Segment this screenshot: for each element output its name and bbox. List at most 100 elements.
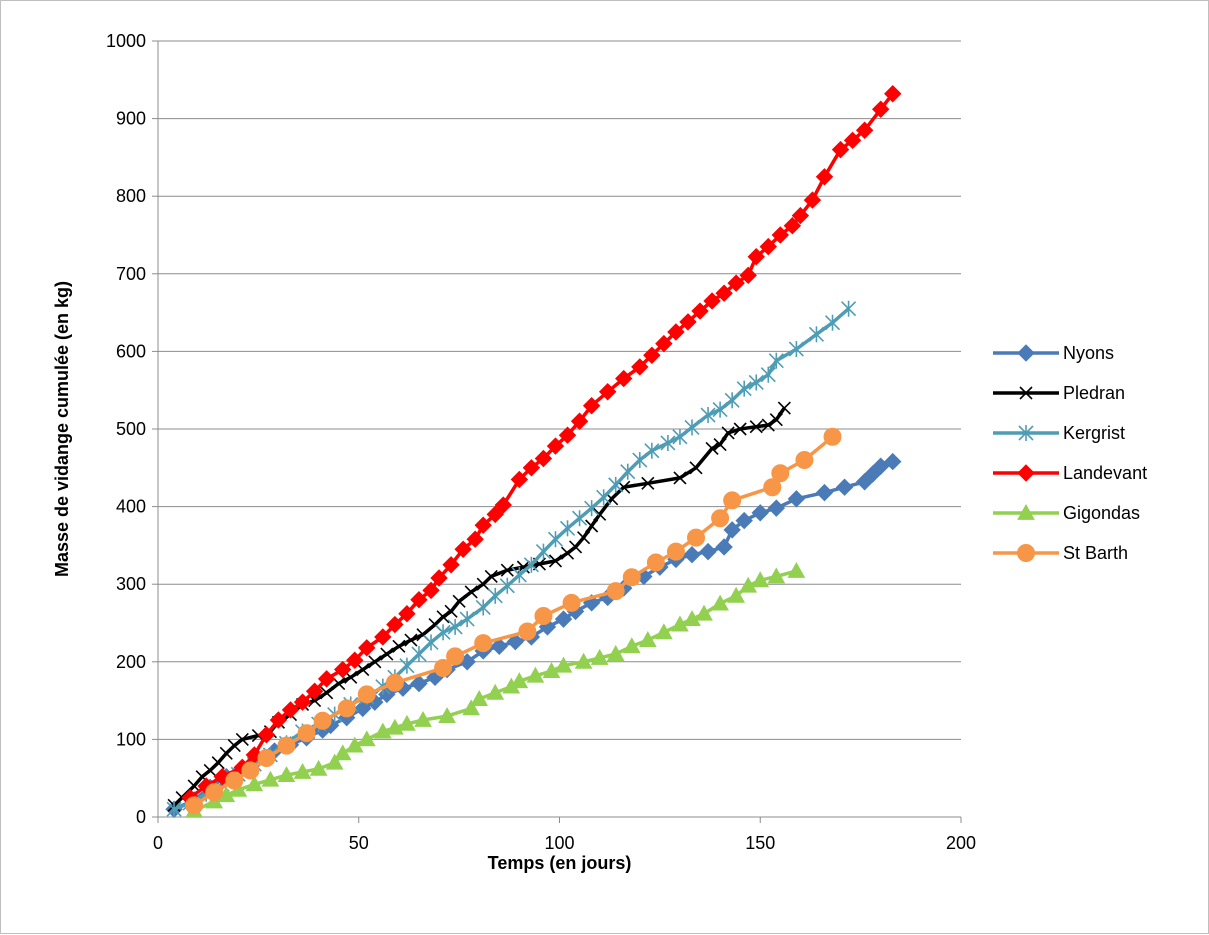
data-point-pledran [484, 569, 498, 584]
data-point-kergrist [166, 801, 182, 818]
data-point-kergrist [620, 463, 636, 480]
data-point-gigondas [711, 594, 729, 611]
data-point-pledran [721, 426, 735, 440]
data-point-pledran [404, 633, 418, 647]
legend-label: Landevant [1063, 463, 1147, 483]
data-point-landevant [691, 302, 709, 320]
data-point-pledran [777, 401, 791, 415]
legend-label: Pledran [1063, 383, 1125, 403]
data-point-st-barth [646, 553, 665, 572]
data-point-nyons [490, 637, 508, 655]
legend-label: Gigondas [1063, 503, 1140, 523]
y-tick-label: 0 [136, 807, 146, 827]
data-point-kergrist [768, 352, 784, 369]
data-point-st-barth [771, 464, 790, 483]
data-point-gigondas [787, 561, 806, 578]
data-point-st-barth [534, 607, 553, 626]
data-point-kergrist [435, 624, 451, 641]
data-point-st-barth [687, 528, 706, 547]
data-point-landevant [358, 639, 376, 657]
data-point-landevant [558, 426, 577, 444]
legend-marker [1017, 464, 1035, 482]
data-point-gigondas [739, 576, 758, 593]
data-point-pledran [500, 563, 514, 577]
data-point-landevant [884, 85, 902, 103]
legend-label: St Barth [1063, 543, 1128, 563]
data-point-landevant [631, 358, 649, 376]
data-point-st-barth [711, 509, 730, 528]
data-point-gigondas [606, 645, 625, 661]
x-axis-title: Temps (en jours) [488, 853, 632, 873]
data-point-pledran [227, 739, 241, 753]
data-point-landevant [346, 651, 364, 669]
data-point-landevant [727, 274, 745, 292]
data-point-gigondas [261, 770, 280, 787]
data-point-gigondas [695, 604, 713, 621]
data-point-gigondas [333, 744, 352, 761]
data-point-landevant [442, 556, 460, 574]
data-point-st-barth [277, 736, 296, 755]
data-point-kergrist [824, 314, 841, 331]
data-point-landevant [667, 323, 685, 341]
data-point-gigondas [293, 762, 312, 779]
data-point-landevant [703, 292, 721, 310]
legend-label: Kergrist [1063, 423, 1125, 443]
data-point-landevant [655, 334, 673, 353]
axes: 0 100 200 300 400 500 600 700 800 900 1000 0 50 100 15… [106, 31, 976, 853]
data-point-gigondas [277, 766, 296, 782]
data-point-st-barth [297, 724, 316, 743]
data-point-kergrist [511, 566, 527, 583]
y-tick-label: 900 [116, 109, 146, 129]
series-line-landevant [189, 92, 895, 800]
data-point-landevant [257, 726, 276, 744]
data-point-nyons [410, 674, 428, 693]
y-tick-label: 1000 [106, 31, 146, 51]
data-point-pledran [320, 686, 334, 700]
data-point-landevant [374, 628, 392, 646]
data-point-pledran [356, 662, 370, 677]
legend-label: Nyons [1063, 343, 1114, 363]
data-point-pledran [761, 418, 775, 432]
data-point-landevant [410, 591, 428, 609]
data-point-gigondas [462, 699, 481, 716]
data-point-kergrist [399, 657, 415, 674]
data-point-st-barth [357, 685, 376, 704]
data-point-landevant [317, 670, 336, 688]
data-point-kergrist [808, 326, 825, 343]
data-point-kergrist [584, 500, 600, 517]
data-point-pledran [235, 732, 249, 746]
legend-item-st-barth: St Barth [993, 543, 1128, 563]
data-point-st-barth [795, 451, 814, 470]
data-point-st-barth [474, 634, 493, 653]
data-point-landevant [398, 604, 416, 623]
data-point-nyons [554, 610, 573, 628]
series-gigondas [185, 561, 806, 818]
data-point-gigondas [309, 759, 328, 776]
y-tick-label: 100 [116, 729, 146, 749]
legend-marker [1017, 544, 1035, 562]
y-tick-label: 500 [116, 419, 146, 439]
data-point-landevant [430, 569, 448, 587]
data-point-pledran [380, 647, 394, 661]
data-point-gigondas [470, 690, 489, 706]
data-point-kergrist [475, 599, 491, 616]
data-point-kergrist [672, 428, 688, 445]
legend: Nyons Pledran Kergrist Landevant Gigondas St … [993, 343, 1147, 563]
data-point-st-barth [446, 647, 465, 666]
data-point-pledran [548, 554, 563, 568]
data-point-kergrist [423, 634, 439, 651]
data-point-landevant [422, 581, 440, 600]
x-tick-label: 50 [349, 833, 369, 853]
x-tick-label: 0 [153, 833, 163, 853]
data-point-landevant [771, 226, 790, 244]
legend-marker [1017, 503, 1035, 520]
data-point-st-barth [185, 796, 204, 815]
legend-marker [1019, 386, 1033, 400]
data-point-landevant [474, 516, 492, 534]
data-point-st-barth [241, 761, 260, 780]
data-point-st-barth [723, 491, 742, 510]
data-point-landevant [803, 191, 822, 209]
data-point-landevant [739, 266, 757, 285]
